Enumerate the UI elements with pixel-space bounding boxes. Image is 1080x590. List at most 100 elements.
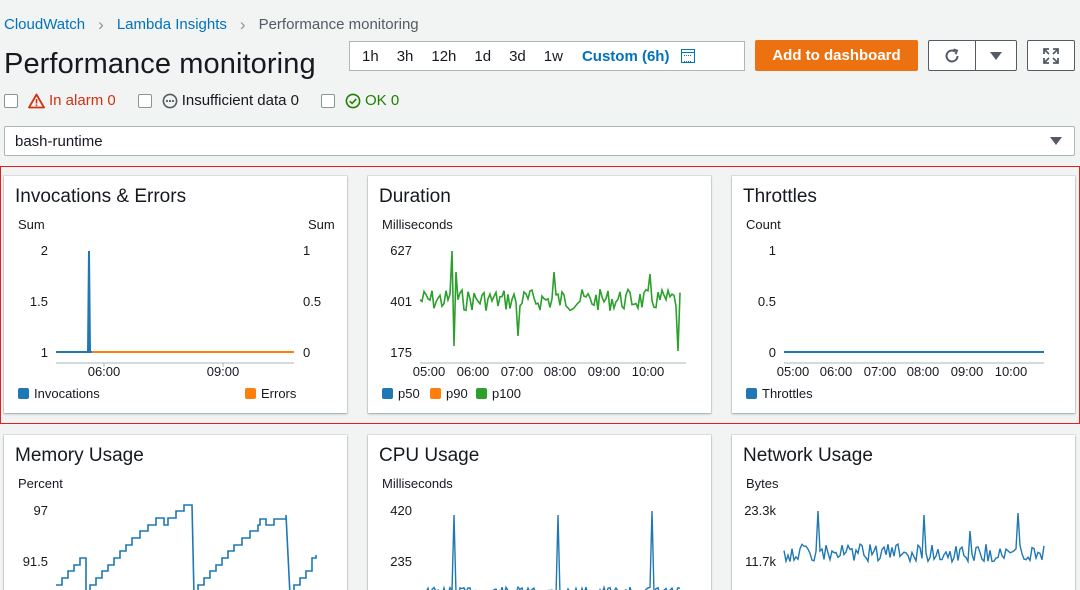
y-tick-label: 91.5 xyxy=(23,554,48,569)
widget-title: CPU Usage xyxy=(379,445,480,466)
time-range-selector: 1h 3h 12h 1d 3d 1w Custom (6h) xyxy=(349,41,745,71)
breadcrumb-lambda-insights[interactable]: Lambda Insights xyxy=(116,16,227,33)
chevron-right-icon: › xyxy=(239,15,246,34)
y-tick-label: 11.7k xyxy=(745,554,776,569)
breadcrumb-cloudwatch[interactable]: CloudWatch xyxy=(4,16,86,33)
time-range-1w[interactable]: 1w xyxy=(543,47,563,65)
cpu-usage-chart: Milliseconds 420 235 xyxy=(382,476,681,590)
y-tick-label: 401 xyxy=(390,294,412,309)
time-range-1d[interactable]: 1d xyxy=(474,47,492,65)
widget-title: Memory Usage xyxy=(15,445,144,466)
widget-cpu-usage: Milliseconds 420 235 CPU Usage xyxy=(368,435,711,590)
refresh-button[interactable] xyxy=(928,40,975,71)
x-tick-label: 07:00 xyxy=(864,364,897,379)
x-tick-label: 05:00 xyxy=(777,364,810,379)
time-range-3d[interactable]: 3d xyxy=(509,47,526,65)
legend-p90[interactable]: p90 xyxy=(446,386,468,401)
y-tick-label: 23.3k xyxy=(744,503,776,518)
p100-series-line xyxy=(419,250,681,352)
duration-unit: Milliseconds xyxy=(382,217,453,232)
breadcrumb: CloudWatch › Lambda Insights › Performan… xyxy=(4,16,419,33)
legend-p50[interactable]: p50 xyxy=(398,386,420,401)
y-tick-label: 1 xyxy=(41,345,48,360)
refresh-icon xyxy=(945,48,959,62)
widget-title: Network Usage xyxy=(743,445,873,466)
legend-swatch-p90 xyxy=(430,388,441,399)
invocations-errors-chart: Sum Sum 2 1.5 1 1 0.5 0 06:00 09:00 Invo… xyxy=(18,217,335,401)
x-tick-label: 06:00 xyxy=(820,364,853,379)
legend-swatch-throttles xyxy=(746,388,757,399)
calendar-icon xyxy=(681,49,696,63)
time-range-custom-label: Custom (6h) xyxy=(581,47,670,65)
chevron-right-icon: › xyxy=(98,15,104,34)
function-select-value: bash-runtime xyxy=(15,132,103,150)
x-tick-label: 08:00 xyxy=(907,364,940,379)
insufficient-data-label: Insufficient data 0 xyxy=(181,92,300,109)
legend-swatch-p50 xyxy=(382,388,393,399)
time-range-3h[interactable]: 3h xyxy=(396,47,414,65)
x-tick-label: 10:00 xyxy=(632,364,665,379)
network-usage-chart: Bytes 23.3k 11.7k xyxy=(744,476,1045,569)
cpu-unit: Milliseconds xyxy=(382,476,453,491)
invocations-left-unit: Sum xyxy=(18,217,45,232)
legend-invocations[interactable]: Invocations xyxy=(34,386,100,401)
y-tick-label: 0.5 xyxy=(758,294,776,309)
memory-unit: Percent xyxy=(18,476,63,491)
duration-chart: Milliseconds 627 401 175 05:00 06:00 07:… xyxy=(382,217,686,401)
widget-title: Duration xyxy=(379,186,451,207)
caret-down-icon xyxy=(990,51,1002,60)
y-tick-label: 235 xyxy=(390,554,412,569)
memory-series-line xyxy=(56,504,317,590)
breadcrumb-current: Performance monitoring xyxy=(258,16,419,33)
x-tick-label: 08:00 xyxy=(544,364,577,379)
x-tick-label: 07:00 xyxy=(501,364,534,379)
widget-invocations-errors: Sum Sum 2 1.5 1 1 0.5 0 06:00 09:00 Invo… xyxy=(4,176,347,413)
legend-swatch-invocations xyxy=(18,388,29,399)
widget-memory-usage: Percent 97 91.5 Memory Usage xyxy=(4,435,347,590)
legend-throttles[interactable]: Throttles xyxy=(762,386,813,401)
filter-insufficient-data: Insufficient data 0 xyxy=(137,92,300,109)
time-range-custom[interactable]: Custom (6h) xyxy=(572,48,696,65)
widget-throttles: Count 1 0.5 0 05:00 06:00 07:00 08:00 09… xyxy=(732,176,1075,413)
x-tick-label: 10:00 xyxy=(995,364,1028,379)
legend-swatch-errors xyxy=(245,388,256,399)
y-tick-label: 627 xyxy=(390,243,412,258)
legend-p100[interactable]: p100 xyxy=(492,386,521,401)
y2-tick-label: 0.5 xyxy=(303,294,321,309)
y2-tick-label: 0 xyxy=(303,345,310,360)
y-tick-label: 1.5 xyxy=(30,294,48,309)
throttles-unit: Count xyxy=(746,217,781,232)
y-tick-label: 1 xyxy=(769,243,776,258)
time-range-12h[interactable]: 12h xyxy=(431,47,457,65)
y2-tick-label: 1 xyxy=(303,243,310,258)
memory-usage-chart: Percent 97 91.5 xyxy=(18,476,317,590)
x-tick-label: 05:00 xyxy=(413,364,446,379)
throttles-chart: Count 1 0.5 0 05:00 06:00 07:00 08:00 09… xyxy=(746,217,1044,401)
y-tick-label: 97 xyxy=(34,503,48,518)
filter-ok: OK 0 xyxy=(321,92,399,109)
ok-checkbox[interactable] xyxy=(321,93,336,108)
y-tick-label: 2 xyxy=(41,243,48,258)
widget-title: Invocations & Errors xyxy=(15,186,187,207)
ok-label: OK 0 xyxy=(365,92,400,109)
legend-swatch-p100 xyxy=(476,388,487,399)
network-unit: Bytes xyxy=(746,476,779,491)
in-alarm-checkbox[interactable] xyxy=(4,93,18,108)
invocations-series-line xyxy=(56,250,92,353)
insufficient-data-checkbox[interactable] xyxy=(137,93,152,108)
expand-icon xyxy=(1043,47,1059,64)
network-series-line xyxy=(783,510,1045,565)
y-tick-label: 175 xyxy=(390,345,412,360)
x-tick-label: 09:00 xyxy=(207,364,240,379)
legend-errors[interactable]: Errors xyxy=(261,386,297,401)
x-tick-label: 09:00 xyxy=(588,364,621,379)
y-tick-label: 0 xyxy=(769,345,776,360)
in-alarm-label: In alarm 0 xyxy=(49,92,116,109)
warning-icon xyxy=(28,93,45,109)
refresh-options-dropdown[interactable] xyxy=(975,40,1017,71)
add-to-dashboard-button[interactable]: Add to dashboard xyxy=(755,40,918,71)
fullscreen-button[interactable] xyxy=(1027,40,1075,71)
time-range-1h[interactable]: 1h xyxy=(362,47,379,65)
widget-duration: Milliseconds 627 401 175 05:00 06:00 07:… xyxy=(368,176,711,413)
function-select[interactable]: bash-runtime xyxy=(4,126,1075,156)
